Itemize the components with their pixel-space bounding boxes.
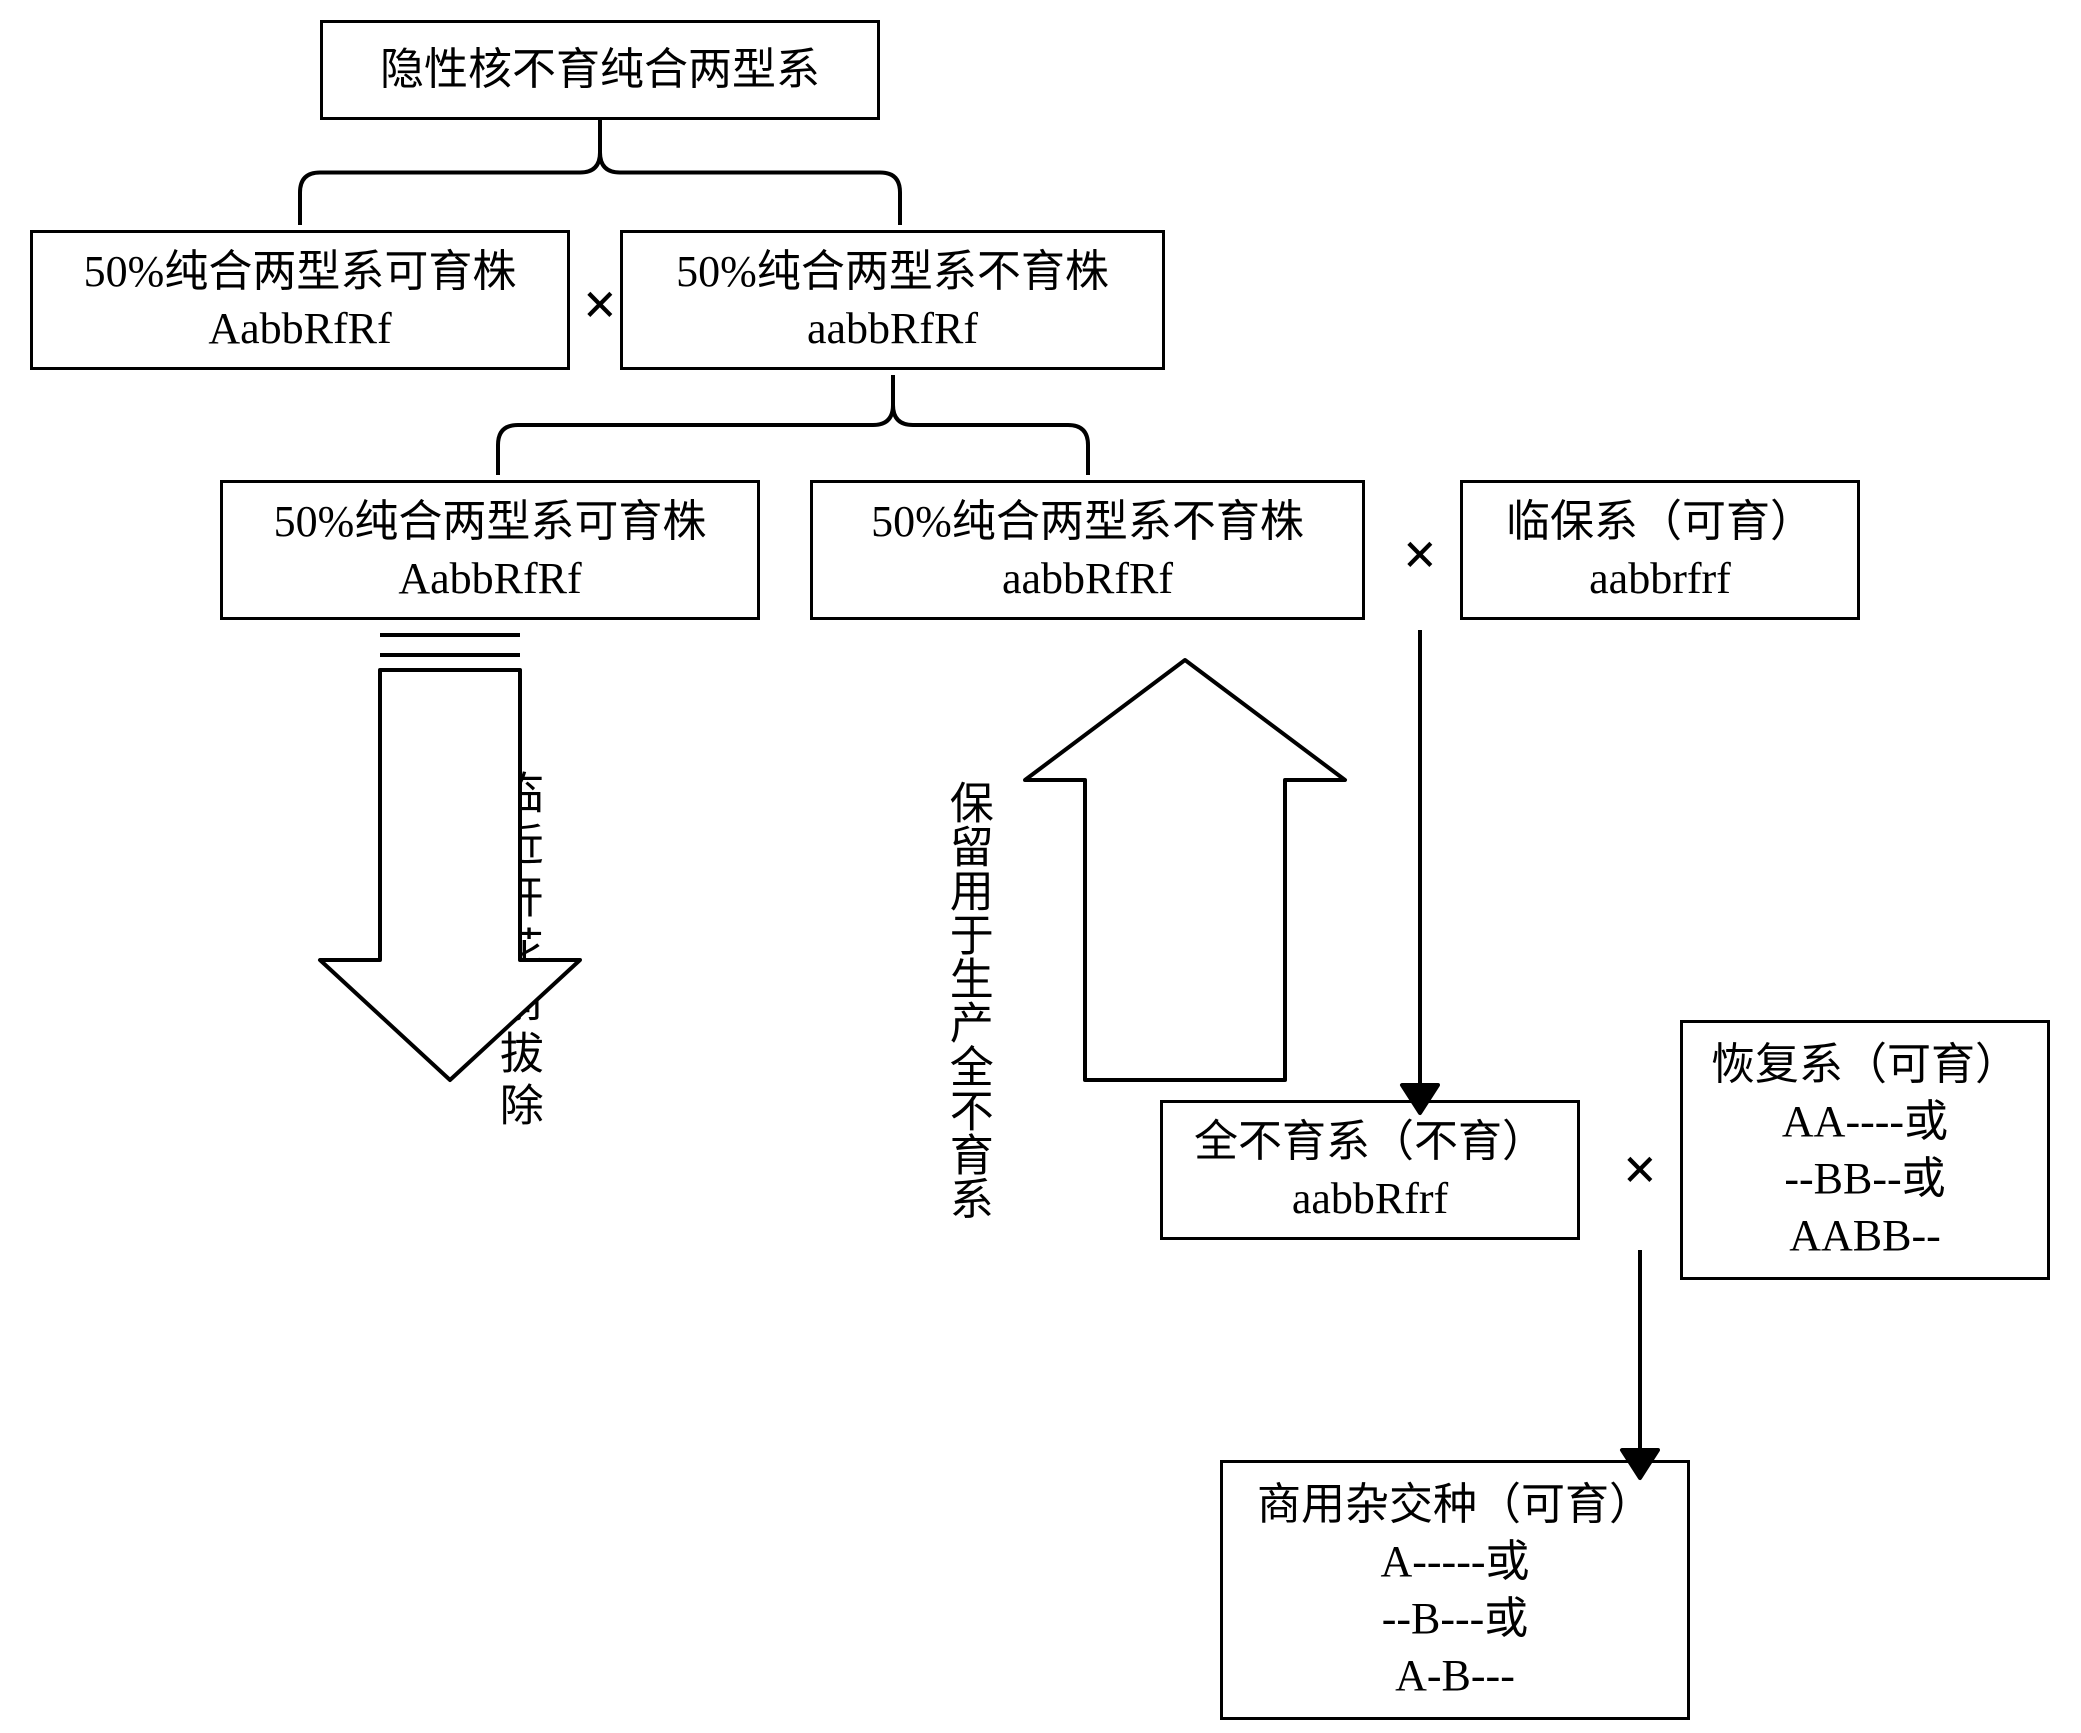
box-linbao: 临保系（可育） aabbrfrf: [1460, 480, 1860, 620]
box-l1-right-line-0: 50%纯合两型系不育株: [676, 243, 1109, 300]
box-l2-right-line-1: aabbRfRf: [1002, 550, 1173, 607]
cross-3: ×: [1623, 1136, 1657, 1205]
brace-1: [300, 120, 900, 225]
box-quanbuyv-line-1: aabbRfrf: [1292, 1170, 1448, 1227]
line-arrow-1: [1402, 630, 1438, 1113]
box-l1-right-line-1: aabbRfRf: [807, 300, 978, 357]
box-shangyong-line-0: 商用杂交种（可育）: [1257, 1476, 1653, 1533]
box-l1-left-line-0: 50%纯合两型系可育株: [84, 243, 517, 300]
box-shangyong-line-3: A-B---: [1395, 1647, 1515, 1704]
box-l2-right-line-0: 50%纯合两型系不育株: [871, 493, 1304, 550]
box-linbao-line-1: aabbrfrf: [1589, 550, 1731, 607]
box-linbao-line-0: 临保系（可育）: [1506, 493, 1814, 550]
box-top: 隐性核不育纯合两型系: [320, 20, 880, 120]
block-arrow-up: [1025, 660, 1345, 1080]
box-l2-left: 50%纯合两型系可育株 AabbRfRf: [220, 480, 760, 620]
box-huifu: 恢复系（可育） AA----或 --BB--或 AABB--: [1680, 1020, 2050, 1280]
box-l2-right: 50%纯合两型系不育株 aabbRfRf: [810, 480, 1365, 620]
box-l2-left-line-0: 50%纯合两型系可育株: [274, 493, 707, 550]
box-top-line-0: 隐性核不育纯合两型系: [380, 41, 820, 98]
box-shangyong-line-1: A-----或: [1380, 1533, 1529, 1590]
box-l2-left-line-1: AabbRfRf: [398, 550, 581, 607]
cross-2: ×: [1403, 521, 1437, 590]
box-l1-left: 50%纯合两型系可育株 AabbRfRf: [30, 230, 570, 370]
down-arrow-label: 临近开花前拔除: [490, 770, 543, 1134]
box-huifu-line-2: --BB--或: [1784, 1150, 1945, 1207]
box-shangyong: 商用杂交种（可育） A-----或 --B---或 A-B---: [1220, 1460, 1690, 1720]
box-quanbuyv-line-0: 全不育系（不育）: [1194, 1113, 1546, 1170]
box-shangyong-line-2: --B---或: [1382, 1590, 1529, 1647]
brace-2: [498, 375, 1088, 475]
box-huifu-line-0: 恢复系（可育）: [1711, 1036, 2019, 1093]
box-l1-left-line-1: AabbRfRf: [208, 300, 391, 357]
cross-1: ×: [583, 271, 617, 340]
box-quanbuyv: 全不育系（不育） aabbRfrf: [1160, 1100, 1580, 1240]
up-arrow-label: 保留用于生产全不育系: [940, 780, 993, 1220]
box-l1-right: 50%纯合两型系不育株 aabbRfRf: [620, 230, 1165, 370]
line-arrow-2: [1622, 1250, 1658, 1478]
box-huifu-line-1: AA----或: [1782, 1093, 1948, 1150]
up-arrow-label-col: 保留用于生产全不育系: [940, 780, 993, 1220]
box-huifu-line-3: AABB--: [1789, 1207, 1941, 1264]
